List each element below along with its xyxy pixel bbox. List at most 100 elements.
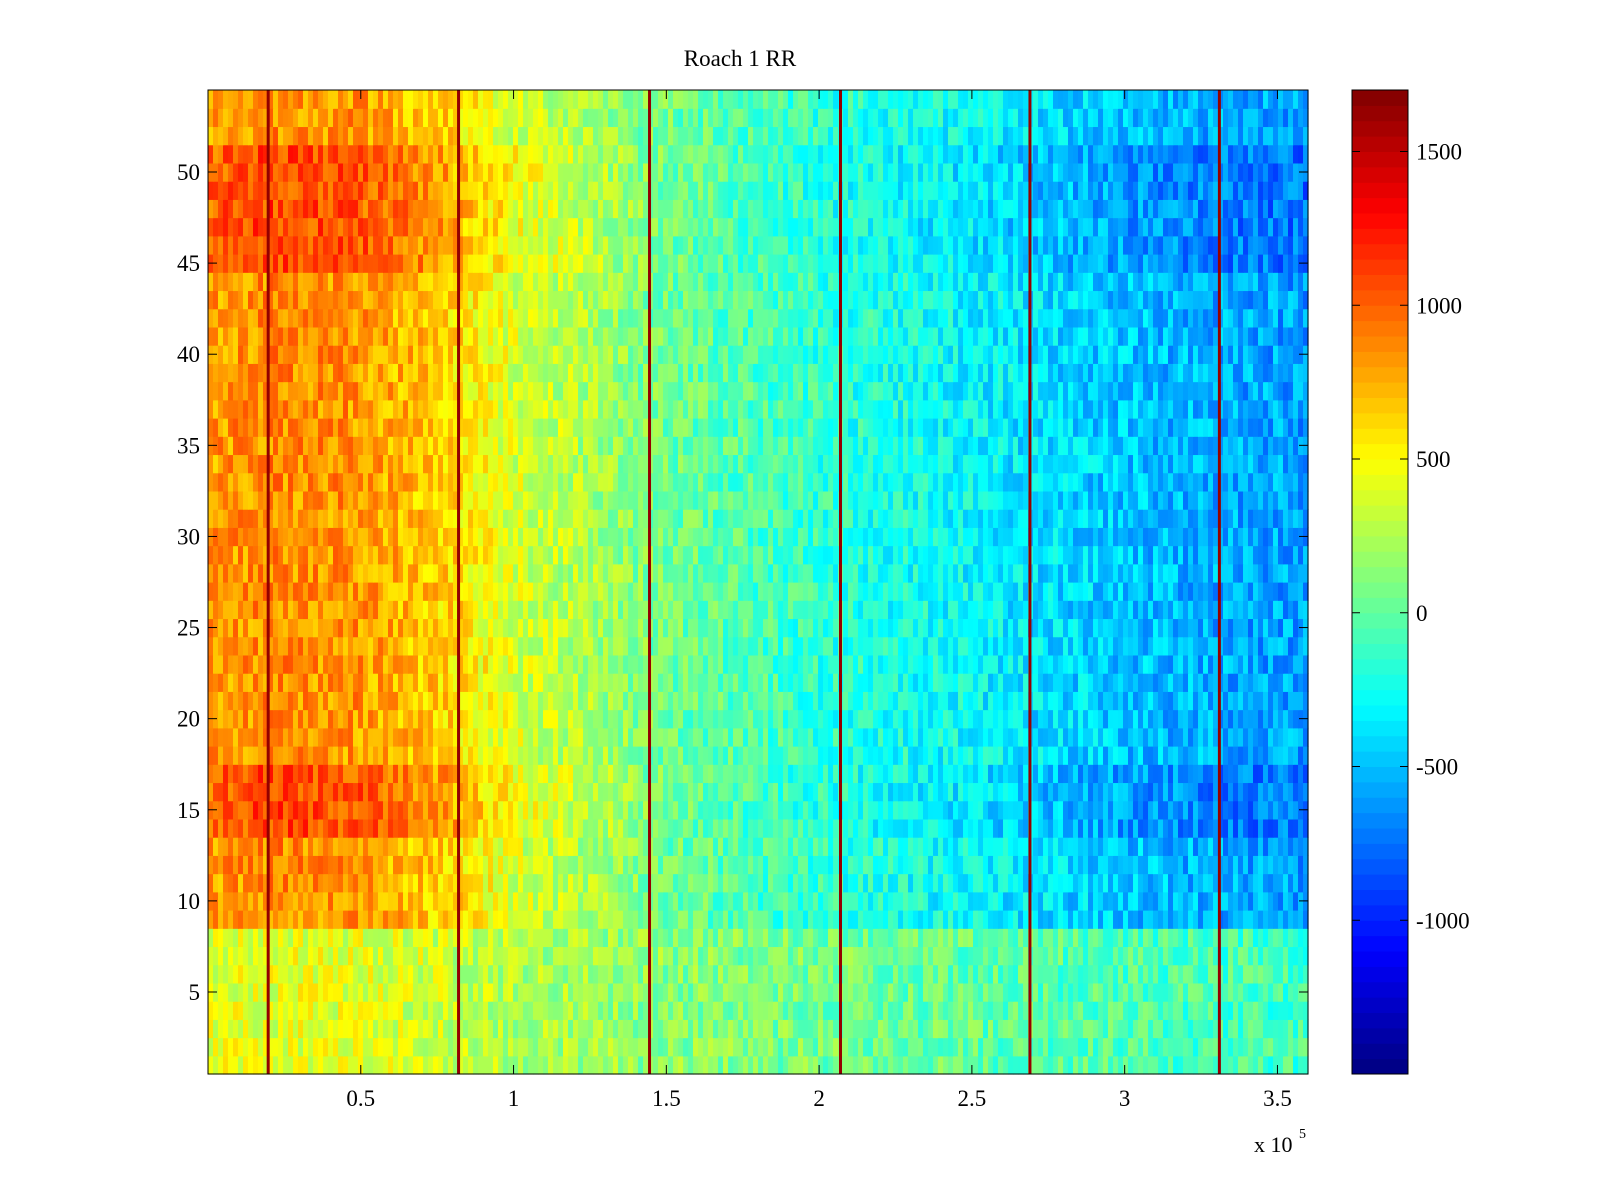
heatmap-cell xyxy=(308,964,314,984)
heatmap-cell xyxy=(273,910,279,929)
heatmap-cell xyxy=(213,764,219,784)
heatmap-cell xyxy=(1228,709,1234,729)
heatmap-cell xyxy=(1043,1001,1049,1020)
heatmap-cell xyxy=(683,782,689,802)
heatmap-cell xyxy=(438,946,444,966)
heatmap-cell xyxy=(768,727,774,747)
heatmap-cell xyxy=(1263,727,1269,747)
heatmap-cell xyxy=(1013,1037,1019,1057)
heatmap-cell xyxy=(948,910,954,929)
heatmap-cell xyxy=(948,946,954,966)
heatmap-cell xyxy=(608,1037,614,1057)
heatmap-cell xyxy=(703,800,709,820)
heatmap-cell xyxy=(1173,873,1179,893)
heatmap-cell xyxy=(1298,928,1304,948)
heatmap-cell xyxy=(1013,855,1019,875)
heatmap-cell xyxy=(403,837,409,856)
heatmap-cell xyxy=(533,691,539,711)
heatmap-cell xyxy=(1138,727,1144,747)
heatmap-cell xyxy=(688,764,694,784)
heatmap-cell xyxy=(1258,1019,1264,1039)
heatmap-cell xyxy=(453,782,459,802)
heatmap-cell xyxy=(383,709,389,729)
heatmap-cell xyxy=(1083,873,1089,893)
heatmap-cell xyxy=(893,654,899,674)
heatmap-cell xyxy=(1223,1037,1229,1057)
heatmap-cell xyxy=(298,982,304,1002)
heatmap-cell xyxy=(1298,873,1304,893)
heatmap-cell xyxy=(243,873,249,893)
heatmap-cell xyxy=(713,855,719,875)
heatmap-cell xyxy=(968,982,974,1002)
heatmap-cell xyxy=(1193,782,1199,802)
heatmap-cell xyxy=(1013,928,1019,948)
heatmap-cell xyxy=(853,727,859,747)
heatmap-cell xyxy=(688,800,694,820)
heatmap-cell xyxy=(568,654,574,674)
heatmap-cell xyxy=(858,691,864,711)
heatmap-cell xyxy=(953,709,959,729)
heatmap-cell xyxy=(1228,1019,1234,1039)
heatmap-cell xyxy=(893,837,899,856)
heatmap-cell xyxy=(928,964,934,984)
heatmap-cell xyxy=(1083,1055,1089,1075)
heatmap-cell xyxy=(1273,855,1279,875)
heatmap-cell xyxy=(1278,1037,1284,1057)
heatmap-cell xyxy=(783,928,789,948)
heatmap-cell xyxy=(943,873,949,893)
heatmap-cell xyxy=(468,891,474,911)
heatmap-cell xyxy=(1263,1019,1269,1039)
heatmap-cell xyxy=(283,800,289,820)
heatmap-cell xyxy=(1053,818,1059,838)
heatmap-cell xyxy=(483,910,489,929)
heatmap-cell xyxy=(638,800,644,820)
heatmap-cell xyxy=(263,764,269,784)
heatmap-cell xyxy=(1228,673,1234,692)
heatmap-cell xyxy=(698,837,704,856)
heatmap-cell xyxy=(1178,1001,1184,1020)
heatmap-cell xyxy=(1208,1001,1214,1020)
heatmap-cell xyxy=(303,1055,309,1075)
heatmap-cell xyxy=(213,727,219,747)
heatmap-cell xyxy=(1268,673,1274,692)
heatmap-cell xyxy=(623,1019,629,1039)
heatmap-cell xyxy=(1078,709,1084,729)
heatmap-cell xyxy=(613,910,619,929)
heatmap-cell xyxy=(243,928,249,948)
heatmap-cell xyxy=(463,837,469,856)
heatmap-cell xyxy=(443,800,449,820)
heatmap-cell xyxy=(913,1001,919,1020)
heatmap-cell xyxy=(1068,1019,1074,1039)
heatmap-cell xyxy=(358,982,364,1002)
heatmap-cell xyxy=(378,727,384,747)
heatmap-cell xyxy=(823,746,829,765)
heatmap-cell xyxy=(1293,691,1299,711)
heatmap-cell xyxy=(348,1055,354,1075)
heatmap-cell xyxy=(318,982,324,1002)
heatmap-cell xyxy=(1118,1001,1124,1020)
heatmap-cell xyxy=(1088,818,1094,838)
heatmap-cell xyxy=(628,928,634,948)
heatmap-cell xyxy=(1233,910,1239,929)
heatmap-cell xyxy=(368,764,374,784)
heatmap-cell xyxy=(843,946,849,966)
heatmap-cell xyxy=(763,946,769,966)
heatmap-cell xyxy=(323,873,329,893)
heatmap-cell xyxy=(823,873,829,893)
heatmap-cell xyxy=(1088,1037,1094,1057)
heatmap-cell xyxy=(753,818,759,838)
heatmap-cell xyxy=(568,746,574,765)
heatmap-cell xyxy=(708,1055,714,1075)
heatmap-cell xyxy=(548,910,554,929)
heatmap-cell xyxy=(323,910,329,929)
heatmap-cell xyxy=(708,910,714,929)
heatmap-cell xyxy=(678,928,684,948)
heatmap-cell xyxy=(503,891,509,911)
heatmap-cell xyxy=(988,910,994,929)
heatmap-cell xyxy=(463,873,469,893)
heatmap-cell xyxy=(283,709,289,729)
heatmap-cell xyxy=(508,891,514,911)
heatmap-cell xyxy=(883,782,889,802)
heatmap-cell xyxy=(308,1055,314,1075)
heatmap-cell xyxy=(888,1055,894,1075)
